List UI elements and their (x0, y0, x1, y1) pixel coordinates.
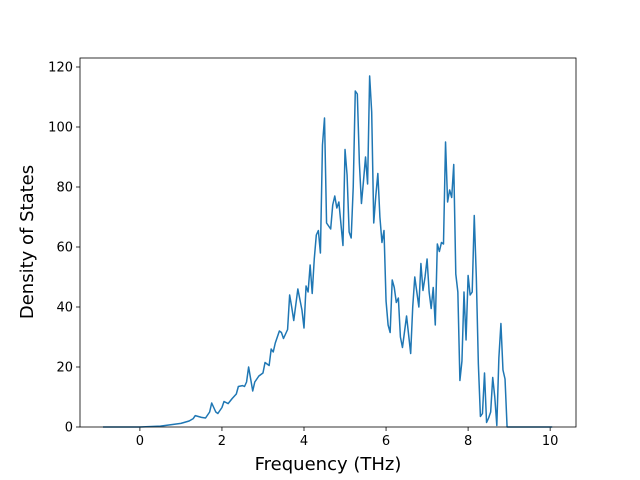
y-tick-label: 120 (48, 61, 73, 76)
x-tick-label: 6 (382, 434, 390, 449)
x-tick-label: 2 (218, 434, 226, 449)
y-tick-label: 0 (65, 421, 73, 436)
y-tick-label: 80 (56, 181, 73, 196)
y-tick-label: 40 (56, 301, 73, 316)
line (102, 75, 553, 428)
y-axis-label: Density of States (17, 165, 38, 319)
x-tick-label: 4 (300, 434, 308, 449)
x-axis-label: Frequency (THz) (255, 454, 402, 475)
y-tick-label: 60 (56, 241, 73, 256)
x-tick-label: 8 (464, 434, 472, 449)
x-tick-label: 10 (542, 434, 559, 449)
plot-frame (79, 57, 577, 428)
y-tick-label: 20 (56, 361, 73, 376)
y-tick-label: 100 (48, 121, 73, 136)
x-tick-label: 0 (136, 434, 144, 449)
